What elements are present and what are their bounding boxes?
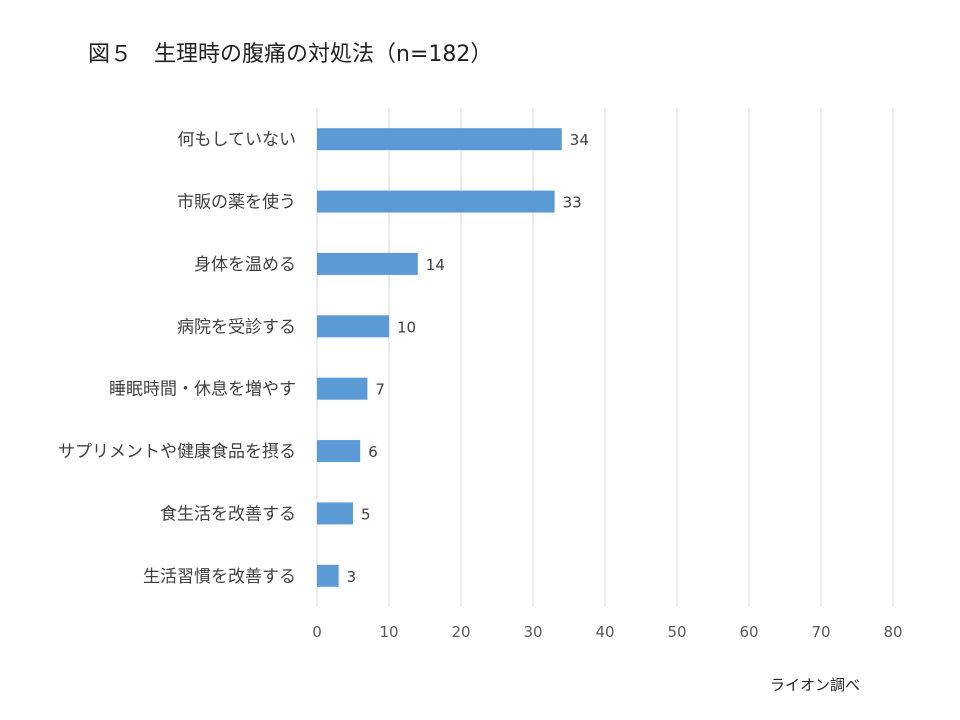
x-tick-label: 80: [883, 623, 902, 641]
data-label: 6: [368, 443, 378, 461]
bar: [317, 564, 339, 587]
x-tick-label: 70: [811, 623, 830, 641]
bar: [317, 440, 361, 463]
data-label: 10: [397, 318, 416, 336]
category-label: 市販の薬を使う: [177, 192, 296, 213]
category-label: 病院を受診する: [177, 317, 296, 337]
x-axis-tick-labels: 0 10 20 30 40 50 60 70 80: [312, 623, 902, 641]
bar: [317, 502, 353, 525]
category-label: 食生活を改善する: [160, 504, 296, 524]
x-tick-label: 40: [595, 623, 614, 641]
bar: [317, 315, 389, 338]
x-tick-label: 50: [667, 623, 686, 641]
bar: [317, 128, 562, 151]
category-label: 生活習慣を改善する: [143, 567, 296, 587]
bar: [317, 377, 368, 400]
grid-lines: [316, 108, 894, 607]
data-label: 7: [375, 381, 385, 399]
data-label: 34: [570, 131, 589, 149]
data-label: 3: [347, 568, 357, 586]
data-label: 33: [563, 194, 582, 212]
category-label: 身体を温める: [194, 255, 296, 275]
bar: [317, 252, 418, 275]
source-note: ライオン調べ: [770, 676, 861, 694]
bars: [317, 128, 562, 587]
category-label: 何もしていない: [178, 130, 297, 150]
x-tick-label: 60: [739, 623, 758, 641]
x-tick-label: 30: [523, 623, 542, 641]
x-tick-label: 10: [379, 623, 398, 641]
category-label: 睡眠時間・休息を増やす: [109, 380, 296, 400]
data-label: 14: [426, 256, 445, 274]
category-labels: 何もしていない市販の薬を使う身体を温める病院を受診する睡眠時間・休息を増やすサプ…: [58, 130, 296, 587]
chart-title: 図５ 生理時の腹痛の対処法（n=182）: [88, 42, 493, 67]
category-label: サプリメントや健康食品を摂る: [58, 442, 296, 462]
data-label: 5: [361, 505, 371, 523]
value-labels: 34 33 14 10 7 6 5 3: [347, 131, 589, 586]
x-tick-label: 0: [312, 623, 322, 641]
x-tick-label: 20: [451, 623, 470, 641]
bar: [317, 190, 555, 213]
